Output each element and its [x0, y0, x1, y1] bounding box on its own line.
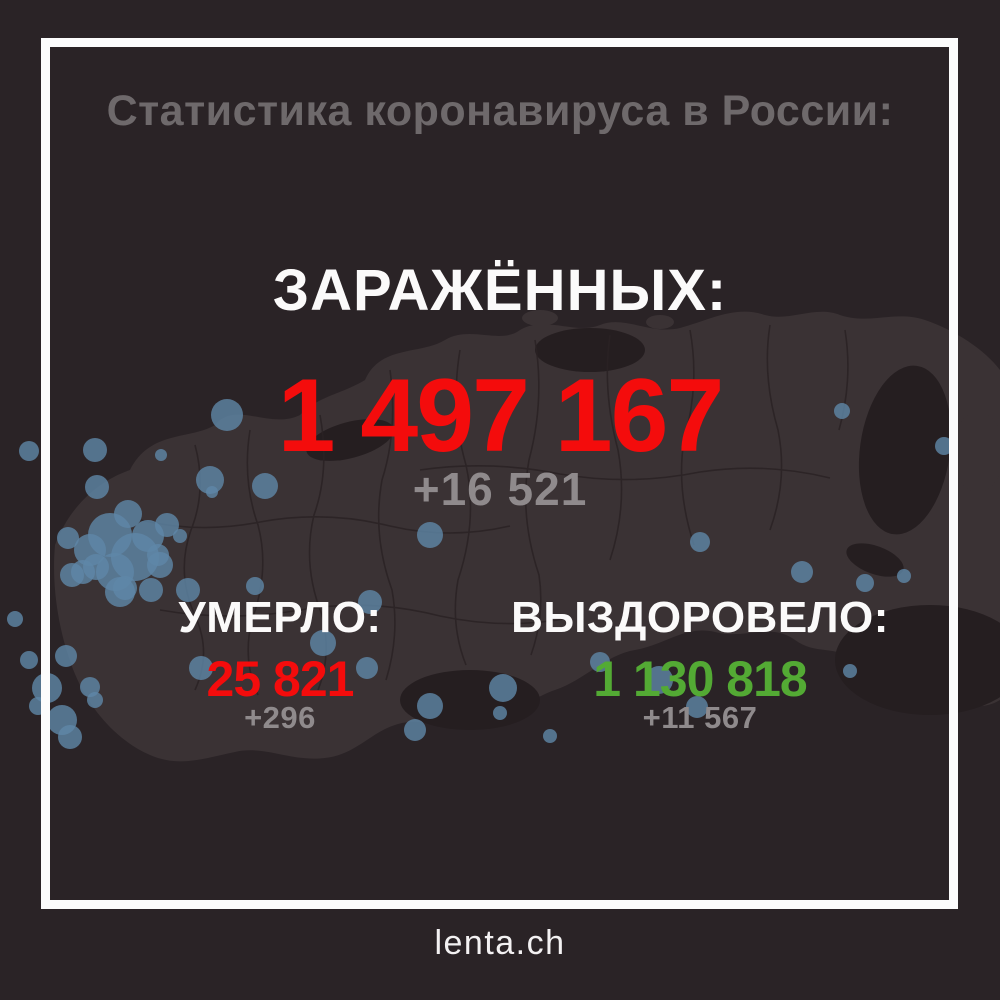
outbreak-bubble — [834, 403, 850, 419]
recovered-label: ВЫЗДОРОВЕЛО: — [511, 593, 889, 642]
outbreak-bubble — [843, 664, 857, 678]
outbreak-bubble — [645, 666, 673, 694]
outbreak-bubble — [493, 706, 507, 720]
outbreak-bubble — [83, 438, 107, 462]
outbreak-bubble — [791, 561, 813, 583]
outbreak-bubble — [155, 513, 179, 537]
died-label: УМЕРЛО: — [178, 593, 382, 642]
outbreak-bubble — [173, 529, 187, 543]
outbreak-bubble — [55, 645, 77, 667]
died-value: 25 821 — [206, 651, 355, 707]
poster-title: Статистика коронавируса в России: — [106, 87, 894, 135]
outbreak-bubble — [417, 522, 443, 548]
outbreak-bubble — [83, 554, 109, 580]
outbreak-bubble — [155, 449, 167, 461]
outbreak-bubble — [358, 590, 382, 614]
outbreak-bubble — [7, 611, 23, 627]
outbreak-bubble — [19, 441, 39, 461]
russia-landmass — [54, 310, 1000, 762]
outbreak-bubble — [114, 500, 142, 528]
outbreak-bubble — [85, 475, 109, 499]
infected-label: ЗАРАЖЁННЫХ: — [272, 258, 728, 323]
outbreak-bubble — [897, 569, 911, 583]
frame-border — [41, 38, 958, 909]
died-delta: +296 — [244, 700, 316, 735]
outbreak-bubble — [252, 473, 278, 499]
outbreak-bubble — [246, 577, 264, 595]
outbreak-bubble — [58, 725, 82, 749]
outbreak-bubble — [113, 576, 137, 600]
watermark-lenta: lenta.ch — [434, 924, 566, 962]
outbreak-bubble — [189, 656, 213, 680]
outbreak-bubble — [543, 729, 557, 743]
outbreak-bubble — [417, 693, 443, 719]
outbreak-bubble — [20, 651, 38, 669]
outbreak-bubble — [57, 527, 79, 549]
outbreak-bubble — [489, 674, 517, 702]
outbreak-bubble — [310, 630, 336, 656]
outbreak-bubble — [590, 652, 610, 672]
infected-delta: +16 521 — [412, 463, 588, 515]
recovered-delta: +11 567 — [642, 700, 758, 735]
outbreak-bubble — [935, 437, 953, 455]
outbreak-bubble — [87, 692, 103, 708]
outbreak-bubble — [211, 399, 243, 431]
outbreak-bubble — [856, 574, 874, 592]
outbreak-bubble — [196, 466, 224, 494]
outbreak-bubble — [356, 657, 378, 679]
recovered-value: 1 130 818 — [593, 651, 807, 707]
outbreak-bubble — [686, 696, 708, 718]
outbreak-bubble — [404, 719, 426, 741]
infected-value: 1 497 167 — [277, 358, 725, 474]
outbreak-bubble — [690, 532, 710, 552]
outbreak-bubble — [60, 563, 84, 587]
outbreak-bubble — [147, 544, 169, 566]
outbreak-bubble — [176, 578, 200, 602]
outbreak-bubble — [139, 578, 163, 602]
